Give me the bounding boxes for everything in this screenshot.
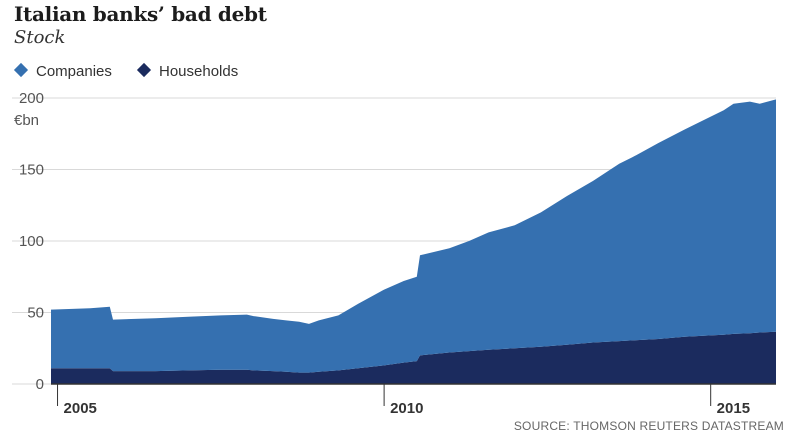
- area-series: [51, 99, 776, 384]
- chart-subtitle: Stock: [14, 27, 66, 48]
- legend-swatch-companies: [13, 62, 29, 78]
- area-households: [51, 331, 776, 384]
- y-tick-label-0: 0: [36, 376, 44, 393]
- x-tick-label-2010: 2010: [390, 400, 423, 417]
- y-axis-unit-label: €bn: [14, 112, 39, 129]
- x-axis: 2005 2010 2015: [51, 383, 776, 417]
- legend: Companies Households: [13, 62, 238, 80]
- legend-swatch-households: [136, 62, 152, 78]
- chart-title: Italian banks’ bad debt: [14, 2, 267, 26]
- y-tick-label-50: 50: [27, 305, 44, 322]
- legend-label-companies: Companies: [36, 63, 112, 80]
- area-companies: [51, 99, 776, 373]
- x-tick-label-2005: 2005: [64, 400, 97, 417]
- legend-label-households: Households: [159, 63, 238, 80]
- y-tick-label-150: 150: [19, 162, 44, 179]
- y-axis-ticks: 0 50 100 150 200: [19, 90, 44, 393]
- x-tick-label-2015: 2015: [717, 400, 750, 417]
- y-tick-label-100: 100: [19, 233, 44, 250]
- source-note: SOURCE: THOMSON REUTERS DATASTREAM: [514, 419, 784, 433]
- y-tick-label-200: 200: [19, 90, 44, 107]
